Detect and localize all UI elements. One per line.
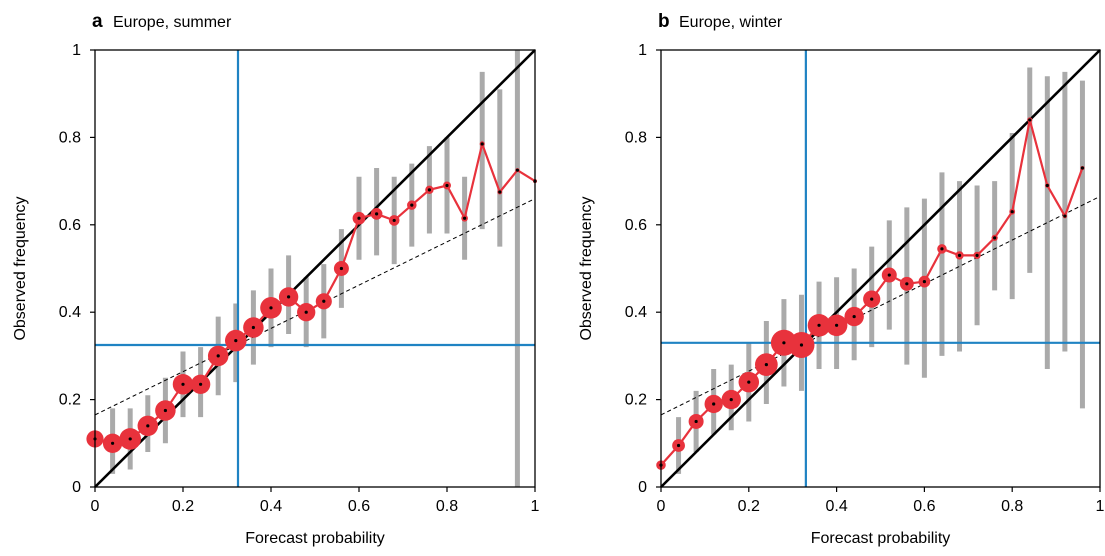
x-axis-label: Forecast probability — [811, 530, 951, 547]
reliability-point-center — [870, 297, 874, 301]
reliability-point-center — [339, 266, 343, 271]
reliability-point-center — [694, 419, 698, 424]
x-tick-label: 1 — [1096, 498, 1105, 515]
reliability-point-center — [111, 441, 115, 445]
reliability-point-center — [181, 382, 185, 386]
reliability-point-center — [712, 402, 716, 406]
reliability-point-center — [835, 323, 839, 327]
y-tick-label: 0.6 — [625, 217, 647, 234]
y-axis-label: Observed frequency — [12, 196, 29, 340]
reliability-point-center — [852, 314, 856, 319]
x-tick-label: 0.6 — [348, 498, 370, 515]
regression-line — [660, 195, 1101, 416]
y-tick-label: 0.2 — [59, 392, 81, 409]
x-tick-label: 0.8 — [436, 498, 458, 515]
panel-letter: a — [92, 11, 103, 32]
reliability-point-center — [146, 424, 150, 428]
y-tick-label: 0 — [72, 479, 81, 496]
x-tick-label: 0.2 — [172, 498, 194, 515]
x-tick-label: 0.4 — [825, 498, 847, 515]
perfect-reliability-diagonal — [660, 49, 1101, 488]
panel-a: 00 0.2 0.2 0.4 0.4 0.6 0.6 0.8 0.8 1 1 Forecast pro… — [12, 11, 540, 547]
x-tick-label: 0.8 — [1001, 498, 1023, 515]
panel-b: 00 0.2 0.2 0.4 0.4 0.6 0.6 0.8 0.8 1 1 Forecast pro… — [578, 11, 1105, 547]
reliability-point-center — [817, 323, 821, 327]
reliability-point-center — [975, 253, 979, 257]
reliability-point-center — [357, 216, 361, 220]
reliability-point-center — [128, 437, 132, 441]
reliability-point-center — [764, 363, 768, 367]
reliability-point-center — [887, 273, 891, 277]
reliability-point-center — [799, 343, 804, 347]
reliability-point-center — [392, 218, 396, 223]
y-axis-label: Observed frequency — [578, 196, 595, 340]
x-tick-label: 0 — [657, 498, 666, 515]
plot-frame — [94, 49, 536, 488]
reliability-point-center — [1010, 210, 1014, 214]
reliability-point-center — [269, 306, 273, 310]
reliability-point-center — [515, 168, 520, 172]
reliability-point-center — [322, 299, 326, 303]
reliability-point-center — [163, 408, 167, 413]
y-tick-label: 1 — [638, 42, 647, 59]
reliability-point-center — [216, 354, 220, 358]
reliability-point-center — [304, 310, 308, 314]
y-tick-label: 0.8 — [625, 129, 647, 146]
y-tick-label: 0.4 — [625, 304, 647, 321]
x-tick-label: 0.6 — [913, 498, 935, 515]
perfect-reliability-diagonal — [94, 49, 536, 488]
reliability-point-center — [251, 325, 255, 330]
reliability-point-center — [940, 247, 944, 251]
reliability-point-center — [782, 341, 786, 345]
reliability-point-center — [463, 216, 467, 220]
y-tick-label: 0.6 — [59, 217, 81, 234]
reliability-point-center — [410, 203, 414, 207]
x-tick-label: 0.2 — [738, 498, 760, 515]
panel-letter: b — [658, 11, 670, 32]
y-tick-label: 0.2 — [625, 392, 647, 409]
reliability-point-center — [922, 280, 927, 284]
reliability-curve — [94, 140, 536, 445]
reliability-point-center — [747, 380, 751, 384]
x-tick-label: 0 — [91, 498, 100, 515]
reliability-point-center — [957, 253, 962, 257]
reliability-point-center — [1028, 118, 1032, 122]
y-tick-label: 0 — [638, 479, 647, 496]
reliability-point-center — [1080, 166, 1085, 170]
reliability-point-center — [234, 339, 238, 343]
x-axis-label: Forecast probability — [245, 530, 385, 547]
plot-frame — [660, 49, 1101, 488]
reliability-point-center — [993, 236, 997, 240]
reliability-point-center — [905, 282, 909, 286]
reliability-point-center — [480, 142, 484, 146]
y-tick-label: 0.8 — [59, 129, 81, 146]
reliability-point-center — [1045, 183, 1049, 188]
reliability-point-center — [676, 443, 681, 448]
reliability-point-center — [375, 212, 379, 216]
y-tick-label: 1 — [72, 42, 81, 59]
reliability-point-center — [287, 295, 291, 299]
y-tick-label: 0.4 — [59, 304, 81, 321]
reliability-point-center — [445, 183, 449, 188]
panel-title: Europe, winter — [679, 14, 783, 31]
reliability-point-center — [427, 188, 431, 192]
reliability-point-center — [729, 398, 733, 402]
panel-title: Europe, summer — [113, 14, 232, 31]
x-tick-label: 0.4 — [260, 498, 282, 515]
reliability-point-center — [1063, 214, 1067, 218]
reliability-point-center — [498, 190, 502, 194]
reliability-point-center — [199, 382, 203, 386]
x-tick-label: 1 — [531, 498, 540, 515]
